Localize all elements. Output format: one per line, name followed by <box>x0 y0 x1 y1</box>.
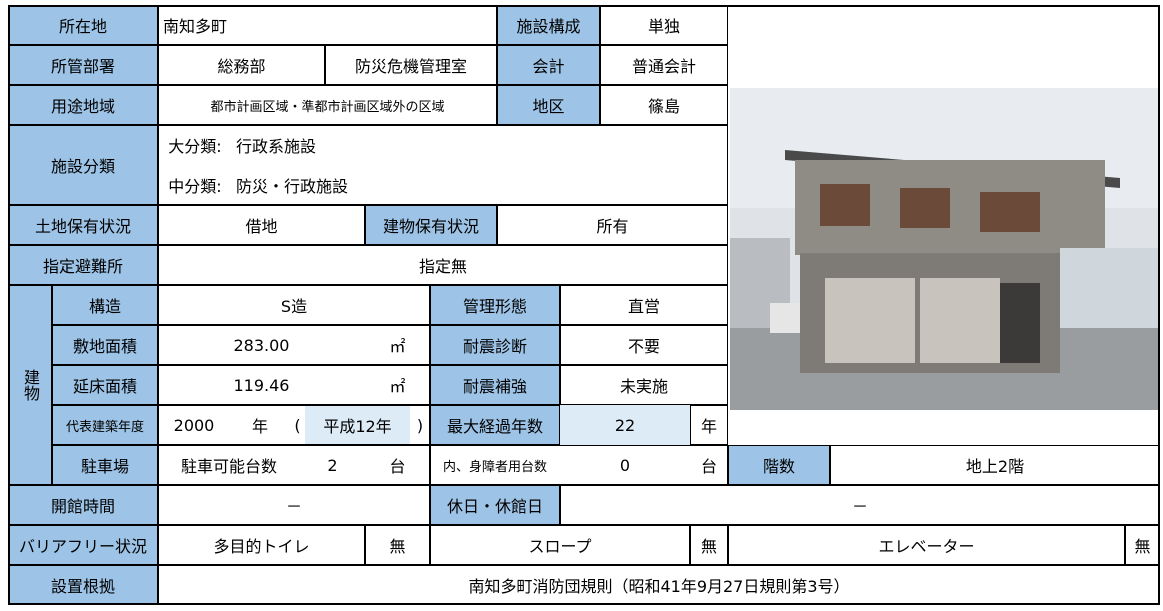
label-cell: 会計 <box>497 45 600 85</box>
value-cell: 年 <box>690 405 728 445</box>
label-cell: 駐車場 <box>52 445 158 485</box>
label-cell: 用途地域 <box>8 85 158 125</box>
facility-photo <box>730 88 1160 410</box>
value-cell: 0 <box>560 445 690 485</box>
value-cell: 借地 <box>158 205 365 245</box>
value-cell: 無 <box>1125 525 1160 565</box>
value-cell: 22 <box>560 405 690 445</box>
label-cell: 管理形態 <box>430 285 560 325</box>
cell-frame <box>430 445 728 485</box>
value-cell: 防災・行政施設 <box>232 165 728 205</box>
label-cell: 階数 <box>728 445 830 485</box>
label-cell: 所在地 <box>8 5 158 45</box>
value-cell: 中分類: <box>158 165 232 205</box>
value-cell: － <box>560 485 1160 525</box>
value-cell: S造 <box>158 285 430 325</box>
label-cell: 耐震診断 <box>430 325 560 365</box>
label-cell: 延床面積 <box>52 365 158 405</box>
value-cell: スロープ <box>430 525 690 565</box>
label-cell: バリアフリー状況 <box>8 525 158 565</box>
value-cell: 119.46 <box>158 365 365 405</box>
label-cell: 所管部署 <box>8 45 158 85</box>
value-cell: 地上2階 <box>830 445 1160 485</box>
label-cell: 施設分類 <box>8 125 158 205</box>
value-cell: 南知多町消防団規則（昭和41年9月27日規則第3号） <box>158 565 1160 605</box>
value-cell: エレベーター <box>728 525 1125 565</box>
value-cell: 直営 <box>560 285 728 325</box>
label-cell: 休日・休館日 <box>430 485 560 525</box>
value-cell: ) <box>410 405 430 445</box>
label-cell: 土地保有状況 <box>8 205 158 245</box>
value-cell: 都市計画区域・準都市計画区域外の区域 <box>158 85 497 125</box>
value-cell: 内、身障者用台数 <box>430 445 560 485</box>
value-cell: 指定無 <box>158 245 728 285</box>
label-cell: 施設構成 <box>497 5 600 45</box>
value-cell: 台 <box>365 445 430 485</box>
value-cell: 283.00 <box>158 325 365 365</box>
label-cell: 設置根拠 <box>8 565 158 605</box>
value-cell: 2 <box>300 445 365 485</box>
value-cell: 無 <box>365 525 430 565</box>
value-cell: － <box>158 485 430 525</box>
label-cell: 敷地面積 <box>52 325 158 365</box>
value-cell: 年 <box>230 405 290 445</box>
value-cell: ㎡ <box>365 325 430 365</box>
label-cell: 地区 <box>497 85 600 125</box>
value-cell: 所有 <box>497 205 728 245</box>
label-cell: 指定避難所 <box>8 245 158 285</box>
value-cell: 駐車可能台数 <box>158 445 300 485</box>
value-cell: 未実施 <box>560 365 728 405</box>
value-cell: 無 <box>690 525 728 565</box>
value-cell: 普通会計 <box>600 45 728 85</box>
value-cell: 防災危機管理室 <box>325 45 497 85</box>
label-cell: 構造 <box>52 285 158 325</box>
label-cell: 最大経過年数 <box>430 405 560 445</box>
cell-frame <box>158 365 430 405</box>
label-cell: 代表建築年度 <box>52 405 158 445</box>
cell-frame <box>158 445 430 485</box>
value-cell: 篠島 <box>600 85 728 125</box>
value-cell: 総務部 <box>158 45 325 85</box>
value-cell: ㎡ <box>365 365 430 405</box>
value-cell: 2000 <box>158 405 230 445</box>
cell-frame <box>158 405 430 445</box>
label-cell: 耐震補強 <box>430 365 560 405</box>
label-cell: 建物 <box>8 285 52 485</box>
value-cell: ( <box>290 405 305 445</box>
cell-frame <box>158 325 430 365</box>
value-cell: 平成12年 <box>305 405 410 445</box>
value-cell: 不要 <box>560 325 728 365</box>
value-cell: 行政系施設 <box>232 125 728 165</box>
value-cell: 多目的トイレ <box>158 525 365 565</box>
value-cell: 大分類: <box>158 125 232 165</box>
cell-frame <box>690 405 728 445</box>
cell-frame <box>8 5 1160 605</box>
cell-frame <box>158 125 728 205</box>
label-cell: 開館時間 <box>8 485 158 525</box>
value-cell: 台 <box>690 445 728 485</box>
label-cell: 建物保有状況 <box>365 205 497 245</box>
